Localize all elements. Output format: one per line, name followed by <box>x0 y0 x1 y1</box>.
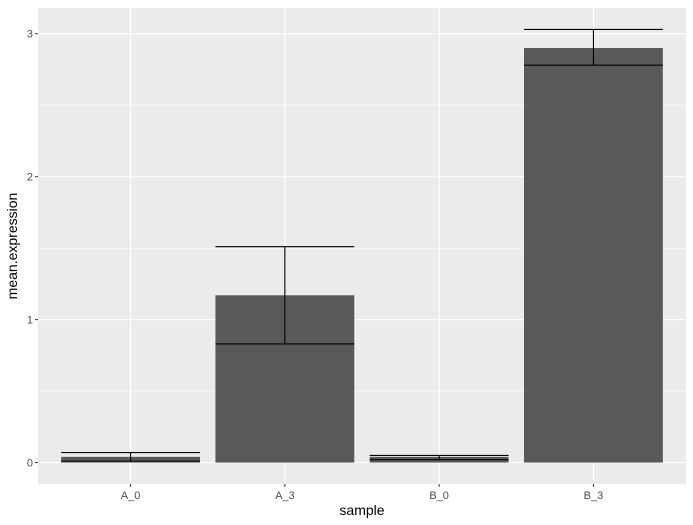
y-tick-label: 2 <box>27 172 33 184</box>
x-tick-label: A_3 <box>275 490 295 502</box>
y-tick-label: 0 <box>27 458 33 470</box>
error-bar-B_3 <box>524 28 663 66</box>
error-bar-A_0 <box>61 452 200 462</box>
bar-B_3 <box>524 48 663 463</box>
y-tick-label: 1 <box>27 315 33 327</box>
x-tick-label: A_0 <box>121 490 141 502</box>
x-tick-label: B_3 <box>584 490 604 502</box>
error-bars <box>61 28 663 462</box>
x-axis-ticks: A_0 A_3 B_0 B_3 <box>121 484 603 502</box>
error-bar-A_3 <box>215 246 355 345</box>
y-axis-title: mean.expression <box>4 193 20 300</box>
y-axis-ticks: 0 1 2 3 <box>27 29 38 470</box>
error-bar-B_0 <box>369 454 509 461</box>
x-tick-label: B_0 <box>429 490 449 502</box>
x-axis-title: sample <box>339 502 384 518</box>
y-tick-label: 3 <box>27 29 33 41</box>
